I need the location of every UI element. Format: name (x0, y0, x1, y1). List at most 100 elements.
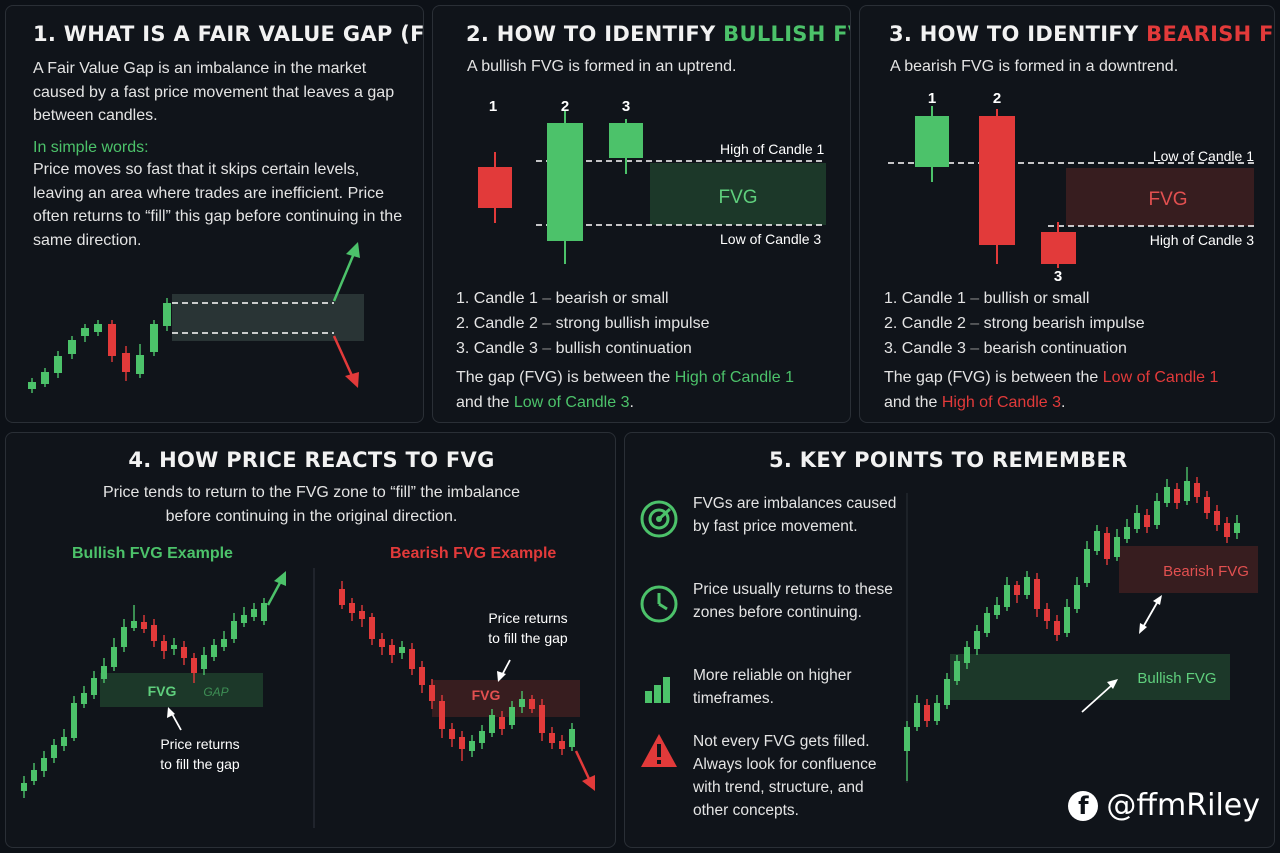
bull-example-candle-body (31, 770, 37, 781)
bull-example-candle-body (111, 647, 117, 667)
zone-label: FVG (718, 187, 757, 208)
candle-list: 1. Candle 1 – bearish or small 2. Candle… (456, 286, 710, 361)
bar-chart-icon (645, 677, 670, 703)
bear-example-candle-body (359, 611, 365, 619)
panel-title: 4. HOW PRICE REACTS TO FVG (128, 448, 495, 472)
bull-zone-label-2: GAP (203, 685, 228, 699)
key-points-chart-candle-body (924, 705, 930, 721)
simple-heading: In simple words: (33, 139, 149, 156)
candle-number-2: 2 (993, 90, 1001, 107)
bear-zone-label: FVG (472, 687, 501, 703)
key-points-chart-candle-body (994, 605, 1000, 615)
bear-example-candle-body (519, 699, 525, 707)
up-arrow-line (332, 250, 357, 302)
key-points-chart-candle-body (1174, 489, 1180, 503)
bull-example-candle-body (251, 609, 257, 617)
bearish-fvg-diagram: FVG Low of Candle 1 High of Candle 3 1 2… (888, 90, 1254, 285)
bull-example-candle-body (131, 621, 137, 628)
bull-example-candle-body (121, 627, 127, 647)
list-item: 1. Candle 1 – bearish or small (456, 290, 669, 307)
bear-example-candle-body (479, 731, 485, 743)
bull-example-candle-body (61, 737, 67, 746)
key-point-4: Not every FVG gets filled. Always look f… (693, 733, 877, 819)
bull-example-candle-body (261, 603, 267, 621)
warning-icon (641, 734, 677, 767)
bull-example-candle-body (81, 693, 87, 704)
key-points-chart-candle-body (964, 647, 970, 663)
bull-zone-arrow (1081, 684, 1113, 713)
candle-list: 1. Candle 1 – bullish or small 2. Candle… (884, 286, 1145, 361)
fvg-zone (1066, 168, 1254, 226)
bull-example-candle-body (101, 666, 107, 679)
bear-example-candle-body (469, 741, 475, 751)
key-points-chart-candle-body (1144, 515, 1150, 527)
bull-note-line1: Price returns (160, 736, 239, 752)
intro-text: A Fair Value Gap is an imbalance in the … (33, 60, 395, 124)
key-points-chart: Bullish FVG Bearish FVG (904, 467, 1258, 783)
key-points-chart-candle-body (1074, 585, 1080, 609)
bull-example-candle-body (201, 655, 207, 669)
bear-note-line1: Price returns (488, 610, 567, 626)
list-item: 1. Candle 1 – bullish or small (884, 290, 1090, 307)
panel-title: 1. WHAT IS A FAIR VALUE GAP (FVG)? (33, 22, 424, 46)
bull-example-candle-body (21, 783, 27, 791)
intro-candle-body (28, 382, 36, 389)
bullish-fvg-diagram: FVG High of Candle 1 Low of Candle 3 1 2… (478, 98, 826, 264)
bear-example-candle-body (439, 701, 445, 729)
candle-2-body (979, 116, 1015, 245)
key-points-chart-candle-body (1054, 621, 1060, 635)
bull-example-candle-body (151, 625, 157, 641)
intro-candle-body (94, 324, 102, 332)
intro-candle-body (41, 372, 49, 384)
list-item: 2. Candle 2 – strong bullish impulse (456, 315, 710, 332)
key-points-chart-candle-body (1104, 533, 1110, 559)
bear-zone-arrow (1141, 600, 1159, 630)
list-item: 3. Candle 3 – bearish continuation (884, 340, 1127, 357)
panel-title: 5. KEY POINTS TO REMEMBER (769, 448, 1128, 472)
subtitle: A bullish FVG is formed in an uptrend. (467, 58, 737, 75)
bear-example-candle-body (549, 733, 555, 743)
facebook-icon: f (1068, 790, 1099, 821)
title-prefix: 3. HOW TO IDENTIFY (889, 22, 1147, 46)
candle-number-1: 1 (928, 90, 936, 107)
clock-icon (640, 585, 678, 623)
bear-example-candle-body (509, 707, 515, 725)
panel-what-is-fvg: 1. WHAT IS A FAIR VALUE GAP (FVG)? A Fai… (5, 5, 424, 423)
bull-example-candle-body (191, 658, 197, 673)
key-point-2: Price usually returns to these zones bef… (693, 581, 893, 621)
candle-1-body (915, 116, 949, 167)
bear-example-candle-body (489, 715, 495, 733)
key-points-chart-candle-body (1064, 607, 1070, 633)
bull-zone-label: FVG (148, 683, 177, 699)
key-points-chart-candle-body (904, 727, 910, 751)
bear-example-heading: Bearish FVG Example (390, 545, 557, 562)
bull-fvg-zone (100, 673, 263, 707)
subtitle: A bearish FVG is formed in a downtrend. (890, 58, 1179, 75)
target-icon (640, 500, 678, 538)
key-points-chart-candle-body (1164, 487, 1170, 503)
bear-example-candle-body (379, 639, 385, 647)
brand-handle: @ffmRiley (1106, 788, 1260, 823)
panel-price-reacts: 4. HOW PRICE REACTS TO FVG Price tends t… (5, 432, 616, 848)
key-points-chart-candle-body (1004, 585, 1010, 607)
bear-example-candle-body (529, 699, 535, 709)
bear-arrow-head (582, 775, 595, 791)
bull-example-candle-body (161, 641, 167, 651)
gap-explanation: The gap (FVG) is between the Low of Cand… (884, 369, 1219, 411)
bull-example-candle-body (231, 621, 237, 639)
key-points-chart-candle-body (1014, 585, 1020, 595)
key-points-chart-candle-body (1124, 527, 1130, 539)
candle-1-body (478, 167, 512, 208)
bull-example-heading: Bullish FVG Example (72, 545, 233, 562)
key-points-chart-candle-body (984, 613, 990, 633)
bear-example-candle-body (349, 603, 355, 613)
bull-example-candle-body (51, 745, 57, 758)
bear-zone-arrow-up-head (1153, 595, 1162, 605)
intro-candle-body (81, 328, 89, 336)
candle-number-2: 2 (561, 98, 569, 115)
candle-number-3: 3 (622, 98, 630, 115)
key-points-chart-candle-body (944, 679, 950, 705)
key-points-chart-candle-body (1114, 537, 1120, 557)
bull-example-candle-body (211, 645, 217, 657)
bear-example-candle-body (409, 649, 415, 669)
